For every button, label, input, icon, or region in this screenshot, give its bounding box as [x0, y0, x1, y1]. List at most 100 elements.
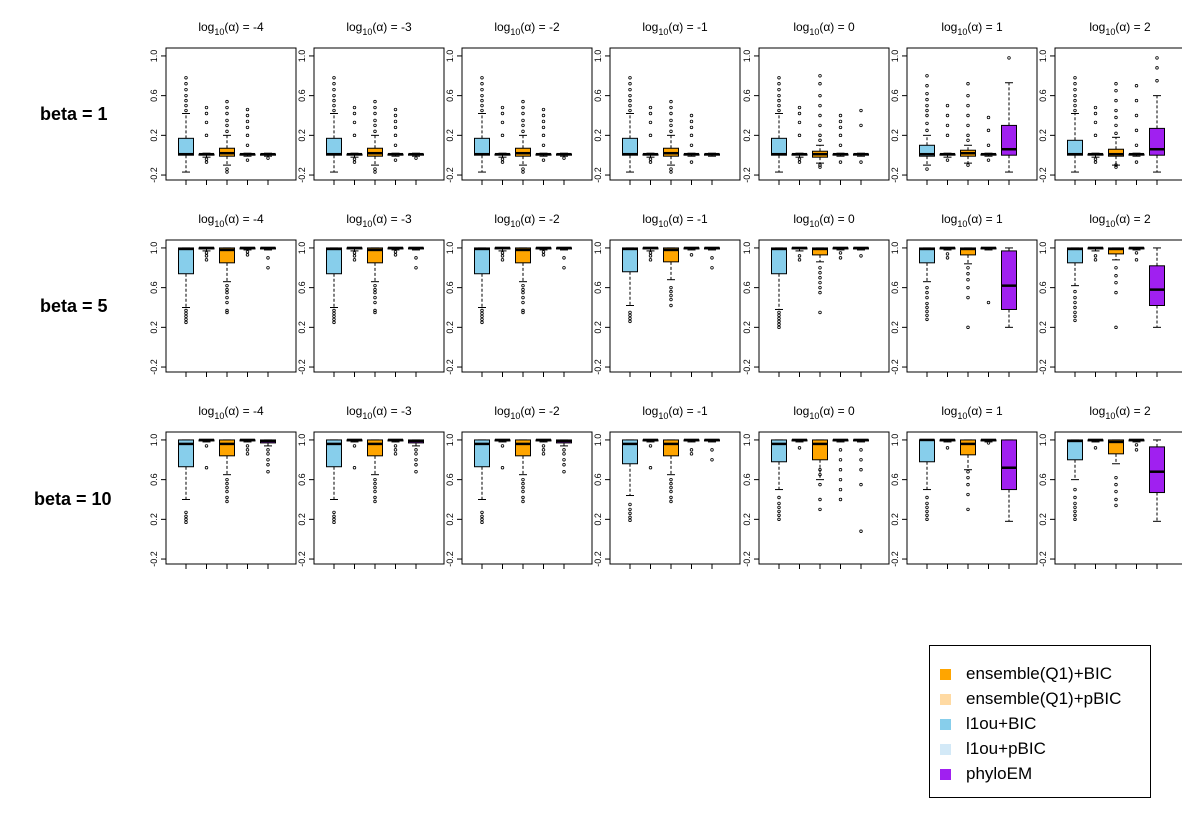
outlier-point: [669, 289, 673, 294]
outlier-point: [925, 309, 929, 314]
outlier-point: [1114, 497, 1118, 502]
box: [515, 439, 531, 457]
outlier-point: [332, 308, 336, 313]
outlier-point: [541, 119, 546, 124]
outlier-point: [1073, 495, 1077, 500]
outlier-point: [966, 82, 970, 86]
outlier-point: [945, 256, 950, 260]
y-tick-label: -0.2: [297, 551, 307, 567]
outlier-point: [352, 254, 357, 258]
outlier-point: [818, 266, 822, 270]
outlier-point: [838, 125, 843, 130]
y-tick-label: 0.2: [149, 321, 159, 334]
outlier-point: [225, 111, 229, 116]
outlier-point: [332, 87, 336, 92]
outlier-point: [669, 167, 673, 171]
outlier-point: [225, 105, 229, 110]
outlier-point: [225, 499, 229, 504]
y-tick-label: -0.2: [1038, 167, 1048, 183]
box: [515, 247, 531, 264]
outlier-point: [521, 290, 525, 295]
panel: log10(α) = -1 -0.2 0.2 0.6 1.0: [593, 20, 741, 185]
outlier-point: [266, 463, 270, 467]
outlier-point: [414, 156, 418, 160]
outlier-point: [777, 310, 781, 315]
outlier-point: [1093, 157, 1098, 161]
outlier-point: [373, 167, 377, 171]
legend-swatch: [940, 743, 951, 755]
outlier-point: [669, 499, 673, 504]
panel-title: log10(α) = -1: [642, 20, 708, 37]
outlier-point: [777, 319, 781, 324]
outlier-point: [184, 93, 188, 98]
outlier-point: [373, 129, 377, 134]
outlier-point: [1093, 133, 1098, 138]
panel: log10(α) = -1 -0.2 0.2 0.6 1.0: [593, 404, 741, 569]
outlier-point: [393, 143, 398, 147]
box: [1149, 127, 1165, 156]
outlier-point: [225, 310, 229, 315]
y-tick-label: 0.6: [297, 473, 307, 486]
outlier-point: [352, 444, 357, 448]
outlier-point: [352, 120, 357, 125]
outlier-point: [966, 492, 970, 497]
outlier-point: [1134, 448, 1139, 452]
box: [622, 137, 638, 156]
outlier-point: [818, 280, 822, 285]
outlier-point: [393, 253, 398, 257]
box: [178, 439, 194, 468]
outlier-point: [859, 468, 863, 472]
outlier-point: [480, 314, 484, 319]
outlier-point: [332, 82, 336, 86]
outlier-point: [184, 317, 188, 322]
outlier-point: [945, 113, 950, 118]
outlier-point: [966, 93, 970, 98]
panel-title: log10(α) = -1: [642, 404, 708, 421]
box: [919, 144, 935, 157]
outlier-point: [689, 119, 694, 124]
outlier-point: [648, 105, 653, 110]
legend-label: ensemble(Q1)+BIC: [966, 664, 1112, 683]
outlier-point: [414, 452, 418, 456]
legend-swatch: [940, 693, 951, 705]
panel-frame: [461, 239, 593, 373]
outlier-point: [1114, 280, 1118, 285]
outlier-point: [521, 129, 525, 134]
outlier-point: [945, 103, 950, 108]
outlier-point: [245, 107, 250, 112]
outlier-point: [480, 517, 484, 522]
outlier-point: [332, 514, 336, 519]
panel-title: log10(α) = 0: [793, 404, 855, 421]
outlier-point: [966, 123, 970, 128]
outlier-point: [648, 466, 653, 470]
outlier-point: [332, 317, 336, 322]
outlier-point: [1134, 443, 1139, 447]
panel: log10(α) = -1 -0.2 0.2 0.6 1.0: [593, 212, 741, 377]
outlier-point: [373, 287, 377, 292]
outlier-point: [648, 133, 653, 138]
outlier-point: [393, 158, 398, 162]
y-tick-label: -0.2: [1038, 359, 1048, 375]
outlier-point: [628, 87, 632, 92]
legend-item-ensemble-bic: ensemble(Q1)+BIC: [940, 663, 1112, 685]
box: [219, 247, 235, 264]
outlier-point: [1073, 509, 1077, 514]
outlier-point: [1114, 489, 1118, 494]
outlier-point: [925, 295, 929, 300]
panel-title: log10(α) = -3: [346, 20, 412, 37]
outlier-point: [966, 295, 970, 300]
y-tick-label: 0.6: [1038, 473, 1048, 486]
outlier-point: [1155, 56, 1159, 60]
outlier-point: [777, 495, 781, 500]
panel-frame: [758, 239, 890, 373]
outlier-point: [669, 99, 673, 104]
outlier-point: [204, 111, 209, 116]
outlier-point: [332, 510, 336, 515]
y-tick-label: -0.2: [890, 551, 900, 567]
y-tick-label: -0.2: [1038, 551, 1048, 567]
outlier-point: [373, 295, 377, 300]
outlier-point: [245, 143, 250, 147]
outlier-point: [373, 290, 377, 295]
y-tick-label: -0.2: [593, 359, 603, 375]
box: [1108, 148, 1124, 157]
